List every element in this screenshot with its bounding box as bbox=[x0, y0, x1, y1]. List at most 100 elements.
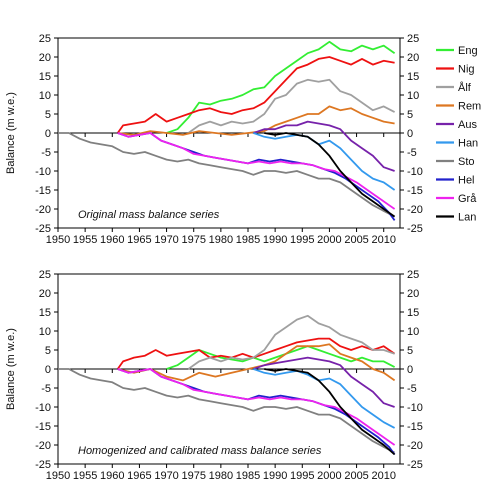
y-tick-label-right: -5 bbox=[407, 147, 417, 159]
series-line-Lan bbox=[264, 132, 396, 218]
y-tick-label-right: 25 bbox=[407, 33, 419, 45]
legend-label: Sto bbox=[458, 156, 475, 168]
legend-label: Hel bbox=[458, 175, 475, 187]
x-tick-label: 2000 bbox=[317, 470, 341, 482]
x-tick-label: 2010 bbox=[371, 470, 395, 482]
legend-label: Eng bbox=[458, 45, 478, 57]
y-tick-label-left: -20 bbox=[35, 204, 51, 216]
y-tick-label-left: 0 bbox=[45, 128, 51, 140]
x-tick-label: 1965 bbox=[127, 234, 151, 246]
x-tick-label: 1995 bbox=[290, 234, 314, 246]
legend-label: Ålf bbox=[458, 81, 472, 94]
y-tick-label-right: 15 bbox=[407, 71, 419, 83]
x-tick-label: 1970 bbox=[154, 234, 178, 246]
y-tick-label-right: 20 bbox=[407, 52, 419, 64]
legend-entry-Hel: Hel bbox=[436, 175, 475, 187]
legend-entry-Nig: Nig bbox=[436, 64, 475, 76]
y-tick-label-left: 5 bbox=[45, 109, 51, 121]
y-tick-label-right: -15 bbox=[407, 421, 423, 433]
y-tick-label-right: 0 bbox=[407, 128, 413, 140]
y-tick-label-left: 20 bbox=[39, 288, 51, 300]
x-tick-label: 1955 bbox=[73, 470, 97, 482]
x-tick-label: 1960 bbox=[100, 234, 124, 246]
y-tick-label-left: 20 bbox=[39, 52, 51, 64]
y-tick-label-left: -5 bbox=[41, 383, 51, 395]
x-tick-label: 1950 bbox=[46, 234, 70, 246]
series-line-Han bbox=[253, 368, 396, 429]
x-tick-label: 1980 bbox=[209, 234, 233, 246]
panel-title: Original mass balance series bbox=[78, 209, 220, 221]
series-line-Grå bbox=[117, 132, 396, 210]
x-tick-label: 2000 bbox=[317, 234, 341, 246]
y-tick-label-right: 25 bbox=[407, 269, 419, 281]
legend-label: Rem bbox=[458, 101, 481, 113]
x-tick-label: 2005 bbox=[344, 234, 368, 246]
series-line-Ålf bbox=[187, 78, 396, 134]
x-tick-label: 1975 bbox=[181, 234, 205, 246]
series-line-Lan bbox=[264, 368, 396, 456]
series-line-Aus bbox=[253, 356, 395, 408]
legend-entry-Lan: Lan bbox=[436, 212, 476, 224]
y-tick-label-left: 0 bbox=[45, 364, 51, 376]
x-tick-label: 1990 bbox=[263, 470, 287, 482]
series-line-Hel bbox=[117, 368, 396, 456]
x-tick-label: 1960 bbox=[100, 470, 124, 482]
legend-entry-Aus: Aus bbox=[436, 119, 477, 131]
legend-label: Grå bbox=[458, 193, 477, 205]
y-tick-label-left: -15 bbox=[35, 185, 51, 197]
y-tick-label-right: 10 bbox=[407, 326, 419, 338]
legend-entry-Sto: Sto bbox=[436, 156, 475, 168]
x-tick-label: 2005 bbox=[344, 470, 368, 482]
series-line-Sto bbox=[58, 368, 396, 454]
y-tick-label-left: -10 bbox=[35, 166, 51, 178]
series-line-Sto bbox=[58, 132, 396, 218]
y-tick-label-right: 0 bbox=[407, 364, 413, 376]
x-tick-label: 1965 bbox=[127, 470, 151, 482]
y-tick-label-left: 5 bbox=[45, 345, 51, 357]
series-line-Rem bbox=[117, 343, 396, 382]
panel-title: Homogenized and calibrated mass balance … bbox=[78, 445, 322, 457]
x-tick-label: 1975 bbox=[181, 470, 205, 482]
y-axis-label: Balance (m w.e.) bbox=[5, 328, 17, 410]
legend-entry-Rem: Rem bbox=[436, 101, 481, 113]
y-tick-label-left: 25 bbox=[39, 33, 51, 45]
y-tick-label-left: -25 bbox=[35, 223, 51, 235]
y-tick-label-right: 5 bbox=[407, 109, 413, 121]
y-tick-label-right: -20 bbox=[407, 204, 423, 216]
series-line-Aus bbox=[253, 120, 395, 172]
series-line-Nig bbox=[116, 56, 395, 134]
x-tick-label: 1950 bbox=[46, 470, 70, 482]
x-tick-label: 1955 bbox=[73, 234, 97, 246]
y-tick-label-left: 25 bbox=[39, 269, 51, 281]
y-tick-label-left: 15 bbox=[39, 71, 51, 83]
y-tick-label-right: -25 bbox=[407, 223, 423, 235]
y-tick-label-left: -5 bbox=[41, 147, 51, 159]
chart-panel-2: -25 -25 -20 -20 -15 -15 -10 -10 -5 -5 0 0 5 5 10 10 15 15… bbox=[5, 269, 423, 482]
y-tick-label-left: -15 bbox=[35, 421, 51, 433]
y-tick-label-right: -5 bbox=[407, 383, 417, 395]
legend-label: Lan bbox=[458, 212, 476, 224]
chart-panel-1: -25 -25 -20 -20 -15 -15 -10 -10 -5 -5 0 0 5 5 10 10 15 15… bbox=[5, 33, 423, 246]
y-tick-label-right: -25 bbox=[407, 459, 423, 471]
series-line-Han bbox=[253, 132, 396, 191]
series-line-Grå bbox=[117, 368, 396, 446]
y-tick-label-right: -10 bbox=[407, 402, 423, 414]
y-tick-label-right: 15 bbox=[407, 307, 419, 319]
legend-label: Han bbox=[458, 138, 478, 150]
y-tick-label-left: -10 bbox=[35, 402, 51, 414]
x-tick-label: 1985 bbox=[236, 234, 260, 246]
x-tick-label: 2010 bbox=[371, 234, 395, 246]
x-tick-label: 1985 bbox=[236, 470, 260, 482]
y-tick-label-right: -15 bbox=[407, 185, 423, 197]
y-tick-label-right: 10 bbox=[407, 90, 419, 102]
series-line-Nig bbox=[116, 337, 396, 370]
legend-entry-Han: Han bbox=[436, 138, 478, 150]
x-tick-label: 1980 bbox=[209, 470, 233, 482]
x-tick-label: 1970 bbox=[154, 470, 178, 482]
series-line-Eng bbox=[166, 40, 396, 134]
y-tick-label-left: -20 bbox=[35, 440, 51, 452]
series-line-Hel bbox=[117, 132, 396, 221]
y-tick-label-left: 10 bbox=[39, 90, 51, 102]
y-tick-label-right: -10 bbox=[407, 166, 423, 178]
